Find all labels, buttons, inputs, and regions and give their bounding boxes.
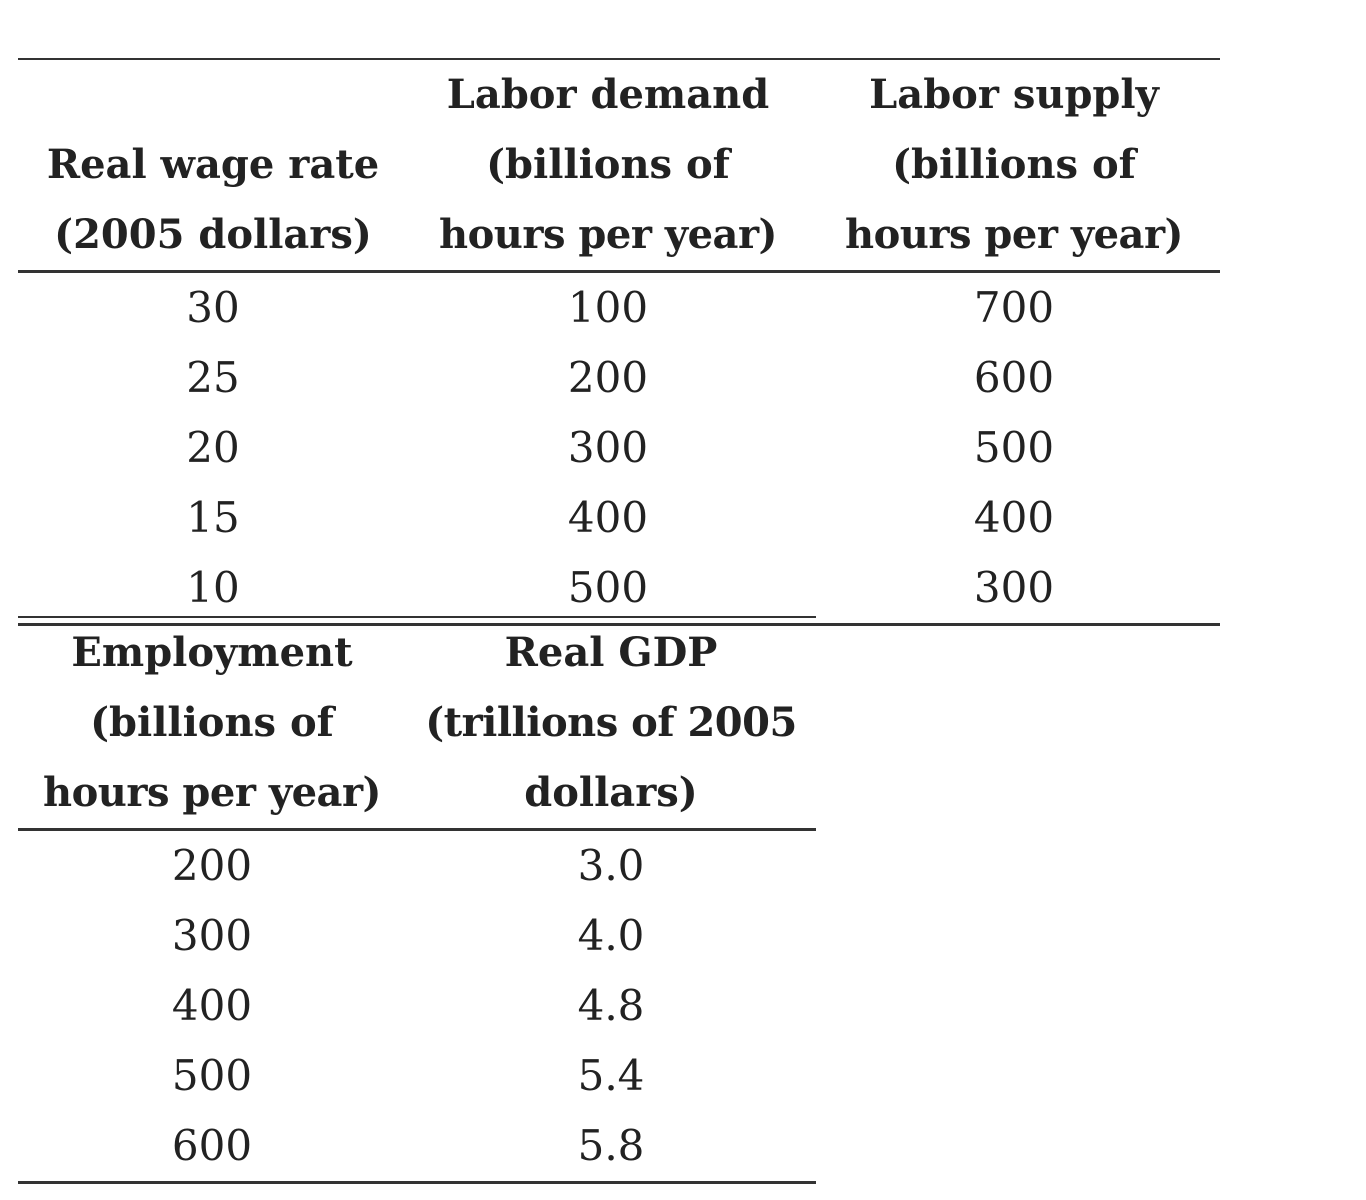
header-line: hours per year) (439, 211, 777, 258)
header-line: Labor supply (869, 71, 1159, 118)
header-labor-demand: Labor demand (billions of hours per year… (408, 59, 808, 272)
header-employment: Employment (billions of hours per year) (18, 617, 406, 830)
header-line: (trillions of 2005 (425, 699, 797, 746)
cell-employment: 200 (171, 841, 253, 890)
header-line: hours per year) (845, 211, 1183, 258)
header-line: Real GDP (504, 629, 718, 676)
table-row: 500 5.4 (18, 1041, 816, 1111)
labor-table-body: 30 100 700 25 200 600 20 300 500 15 400 … (18, 272, 1220, 625)
cell-real-wage: 30 (186, 283, 240, 332)
cell-labor-demand: 400 (567, 493, 649, 542)
cell-real-wage: 15 (186, 493, 240, 542)
cell-real-gdp: 5.4 (577, 1051, 645, 1100)
table-row: 15 400 400 (18, 483, 1220, 553)
header-line: (billions of (90, 699, 334, 746)
cell-real-wage: 20 (186, 423, 240, 472)
header-line: (billions of (892, 141, 1136, 188)
table-row: 600 5.8 (18, 1111, 816, 1183)
header-line: (billions of (486, 141, 730, 188)
labor-table-header: Real wage rate (2005 dollars) Labor dema… (18, 59, 1220, 272)
table-row: 300 4.0 (18, 901, 816, 971)
cell-labor-supply: 300 (973, 563, 1055, 612)
header-line: dollars) (524, 769, 698, 816)
table-row: 400 4.8 (18, 971, 816, 1041)
header-line: hours per year) (43, 769, 381, 816)
header-line: (2005 dollars) (54, 211, 372, 258)
header-line: Labor demand (446, 71, 770, 118)
cell-labor-demand: 500 (567, 563, 649, 612)
cell-real-gdp: 5.8 (577, 1121, 645, 1170)
cell-labor-supply: 500 (973, 423, 1055, 472)
table-row: 30 100 700 (18, 272, 1220, 344)
cell-labor-supply: 600 (973, 353, 1055, 402)
header-row: Employment (billions of hours per year) … (18, 617, 816, 830)
cell-employment: 400 (171, 981, 253, 1030)
cell-labor-demand: 100 (567, 283, 649, 332)
header-row: Real wage rate (2005 dollars) Labor dema… (18, 59, 1220, 272)
cell-real-wage: 25 (186, 353, 240, 402)
gdp-table-body: 200 3.0 300 4.0 400 4.8 500 5.4 600 5.8 (18, 830, 816, 1183)
gdp-table-header: Employment (billions of hours per year) … (18, 617, 816, 830)
cell-labor-supply: 400 (973, 493, 1055, 542)
table-row: 200 3.0 (18, 830, 816, 902)
header-labor-supply: Labor supply (billions of hours per year… (808, 59, 1220, 272)
table-row: 10 500 300 (18, 553, 1220, 625)
labor-market-table: Real wage rate (2005 dollars) Labor dema… (18, 58, 1220, 626)
header-line: Employment (71, 629, 353, 676)
header-real-gdp: Real GDP (trillions of 2005 dollars) (406, 617, 816, 830)
production-function-table: Employment (billions of hours per year) … (18, 616, 816, 1184)
cell-employment: 300 (171, 911, 253, 960)
cell-labor-supply: 700 (973, 283, 1055, 332)
cell-employment: 600 (171, 1121, 253, 1170)
cell-real-gdp: 4.8 (577, 981, 645, 1030)
cell-employment: 500 (171, 1051, 253, 1100)
header-line: Real wage rate (46, 141, 380, 188)
header-real-wage-rate: Real wage rate (2005 dollars) (18, 59, 408, 272)
table-row: 20 300 500 (18, 413, 1220, 483)
cell-labor-demand: 300 (567, 423, 649, 472)
cell-real-gdp: 4.0 (577, 911, 645, 960)
cell-real-gdp: 3.0 (577, 841, 645, 890)
cell-labor-demand: 200 (567, 353, 649, 402)
cell-real-wage: 10 (186, 563, 240, 612)
table-row: 25 200 600 (18, 343, 1220, 413)
